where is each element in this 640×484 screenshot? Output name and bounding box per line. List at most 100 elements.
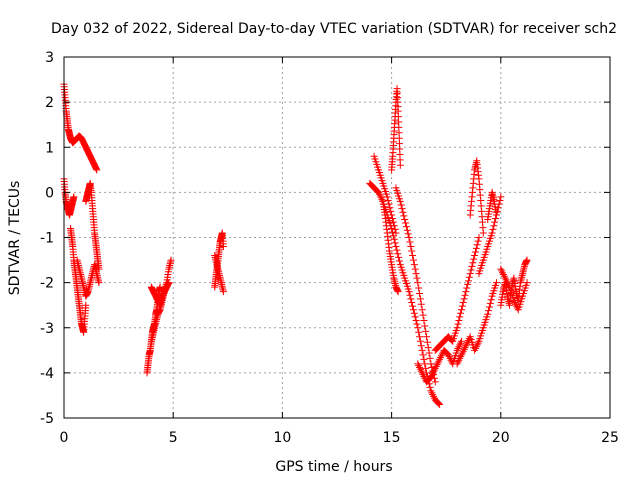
series-arc-q <box>431 234 483 354</box>
data-point <box>479 229 487 237</box>
data-point-fill <box>378 196 386 204</box>
data-point <box>70 193 78 201</box>
data-point-fill <box>511 298 519 306</box>
data-point-fill <box>407 295 415 303</box>
series-arc-r <box>453 279 500 368</box>
data-point <box>219 288 227 296</box>
data-point-fill <box>458 349 466 357</box>
data-point-fill <box>375 190 383 198</box>
data-point-fill <box>386 204 394 212</box>
data-point-fill <box>408 298 416 306</box>
series-arc-n <box>388 85 404 174</box>
data-point <box>436 400 444 408</box>
data-point-fill <box>393 246 401 254</box>
data-point-fill <box>513 304 521 312</box>
data-point <box>444 351 452 359</box>
series-arc-l <box>370 152 400 237</box>
y-tick-label: -2 <box>40 276 54 292</box>
data-point-fill <box>416 295 424 303</box>
data-point-fill <box>403 226 411 234</box>
data-point-fill <box>455 343 463 351</box>
data-point-fill <box>409 302 417 310</box>
data-point <box>462 342 470 350</box>
data-point-fill <box>474 237 482 245</box>
data-point <box>523 256 531 264</box>
series-arc-w <box>497 265 531 314</box>
data-point <box>427 387 435 395</box>
series-arc-m <box>379 197 402 296</box>
data-point-fill <box>472 244 480 252</box>
data-point <box>497 265 505 273</box>
x-tick-label: 10 <box>273 430 291 446</box>
data-point-fill <box>419 371 427 379</box>
series-arc-t <box>475 193 505 278</box>
data-point-fill <box>388 215 396 223</box>
data-point-fill <box>472 343 480 351</box>
data-point <box>156 283 164 291</box>
data-point-fill <box>489 225 497 233</box>
data-point-fill <box>394 250 402 258</box>
series-arc-u <box>484 188 500 223</box>
data-point-fill <box>437 352 445 360</box>
data-point <box>394 288 402 296</box>
data-point-fill <box>432 363 440 371</box>
data-point <box>405 234 413 241</box>
data-point-fill <box>445 353 453 361</box>
data-point-fill <box>434 359 442 367</box>
data-point <box>431 378 439 386</box>
data-point-fill <box>415 328 423 336</box>
data-point-fill <box>460 295 468 303</box>
data-point-fill <box>443 349 451 357</box>
data-point-fill <box>487 296 495 304</box>
y-tick-label: 3 <box>45 50 54 66</box>
data-point-fill <box>468 262 476 270</box>
data-point-fill <box>410 309 418 317</box>
data-point-fill <box>485 303 493 311</box>
data-point-fill <box>465 335 473 343</box>
data-point-fill <box>419 311 427 319</box>
data-point-fill <box>456 313 464 321</box>
data-point-fill <box>493 207 501 215</box>
data-point-fill <box>499 269 507 277</box>
data-point <box>431 364 439 372</box>
data-point-fill <box>391 239 399 247</box>
y-tick-label: -5 <box>40 411 54 427</box>
data-point-fill <box>426 354 434 362</box>
data-point <box>492 211 500 219</box>
data-point-fill <box>455 356 463 364</box>
data-point <box>466 270 474 278</box>
series-arc-s <box>466 157 487 237</box>
data-point-fill <box>460 345 468 353</box>
data-point-fill <box>461 344 469 352</box>
data-point <box>95 279 103 287</box>
series-arc-c <box>67 224 90 336</box>
data-point-fill <box>402 219 410 227</box>
data-point-fill <box>428 372 436 380</box>
data-point-fill <box>423 338 431 346</box>
data-point-fill <box>387 207 395 215</box>
series-arc-e <box>82 179 103 273</box>
data-point-fill <box>455 317 463 325</box>
y-tick-label: -1 <box>40 231 54 247</box>
data-point-fill <box>500 272 508 280</box>
data-point-fill <box>459 298 467 306</box>
data-point <box>453 346 461 354</box>
data-point-fill <box>470 255 478 263</box>
data-point-fill <box>473 241 481 249</box>
data-point <box>457 337 465 345</box>
data-point-fill <box>390 222 398 230</box>
data-point-fill <box>454 345 462 353</box>
data-point-fill <box>416 337 424 345</box>
data-point-fill <box>429 370 437 378</box>
data-point <box>219 243 227 251</box>
data-point <box>453 324 461 332</box>
x-tick-label: 25 <box>601 430 619 446</box>
x-tick-label: 0 <box>60 430 69 446</box>
data-point-fill <box>415 362 423 370</box>
data-point <box>414 324 422 332</box>
data-point <box>414 279 422 287</box>
data-point <box>401 215 409 223</box>
data-point-fill <box>461 291 469 299</box>
data-point <box>462 288 470 296</box>
data-point-fill <box>490 222 498 230</box>
